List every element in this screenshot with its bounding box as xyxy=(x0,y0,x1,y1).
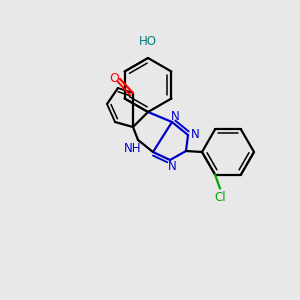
Text: N: N xyxy=(171,110,179,122)
Text: N: N xyxy=(168,160,176,172)
Text: Cl: Cl xyxy=(214,190,226,203)
Text: NH: NH xyxy=(124,142,142,154)
Text: O: O xyxy=(109,71,119,85)
Text: N: N xyxy=(190,128,200,140)
Text: HO: HO xyxy=(139,35,157,48)
